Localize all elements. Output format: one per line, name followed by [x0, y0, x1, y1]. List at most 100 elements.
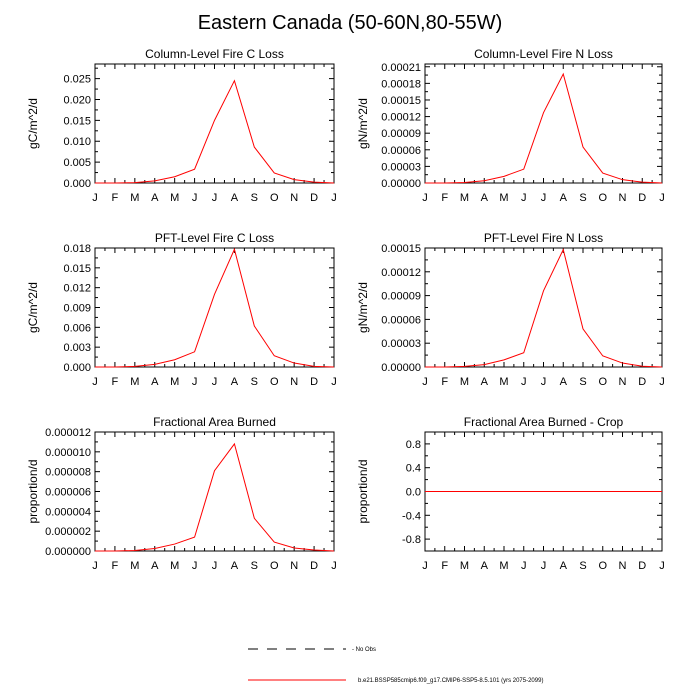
x-tick-label: J: [192, 560, 198, 572]
plot-frame: [94, 247, 335, 368]
y-tick-label: 0.00009: [381, 291, 421, 303]
y-tick-label: 0.00006: [381, 314, 421, 326]
y-axis-label: gN/m^2/d: [356, 98, 370, 149]
x-tick-label: M: [130, 192, 139, 204]
x-tick-label: J: [422, 376, 428, 388]
x-tick-label: M: [460, 192, 469, 204]
x-tick-label: J: [659, 192, 665, 204]
panel-6: Fractional Area Burned - Crop proportion/…: [356, 415, 665, 572]
x-tick-label: J: [331, 560, 337, 572]
y-tick-label: 0.00012: [381, 267, 421, 279]
x-tick-label: O: [598, 376, 607, 388]
x-tick-label: J: [92, 376, 98, 388]
x-tick-label: J: [331, 192, 337, 204]
x-tick-label: D: [310, 192, 318, 204]
y-tick-label: 0.012: [63, 283, 91, 295]
panel-title: Column-Level Fire N Loss: [474, 47, 613, 61]
x-tick-label: M: [499, 560, 508, 572]
x-tick-label: N: [290, 376, 298, 388]
y-tick-label: 0.009: [63, 303, 91, 315]
x-tick-label: M: [460, 376, 469, 388]
x-tick-label: N: [619, 560, 627, 572]
x-tick-label: O: [598, 560, 607, 572]
y-tick-label: 0.000002: [45, 526, 91, 538]
y-tick-label: 0.00012: [381, 112, 421, 124]
legend-label: b.e21.BSSP585cmip6.f09_g17.CMIP6-SSP5-8.…: [358, 678, 543, 684]
x-tick-label: J: [521, 560, 527, 572]
x-tick-label: S: [251, 376, 258, 388]
y-tick-label: 0.00015: [381, 243, 421, 255]
x-tick-label: J: [521, 192, 527, 204]
x-tick-label: D: [310, 560, 318, 572]
y-axis-label: proportion/d: [26, 459, 40, 523]
x-tick-label: J: [212, 376, 218, 388]
x-tick-label: J: [422, 192, 428, 204]
x-tick-label: J: [541, 560, 547, 572]
series-line: [425, 72, 663, 184]
y-tick-label: 0.000012: [45, 427, 91, 439]
y-tick-label: -0.4: [402, 510, 421, 522]
y-tick-label: 0.015: [63, 263, 91, 275]
plot-frame: [94, 431, 335, 552]
x-tick-label: J: [422, 560, 428, 572]
y-axis-label: gC/m^2/d: [26, 98, 40, 149]
y-tick-label: 0.025: [63, 74, 91, 86]
figure-title: Eastern Canada (50-60N,80-55W): [197, 12, 503, 34]
x-tick-label: J: [541, 192, 547, 204]
x-tick-label: D: [638, 192, 646, 204]
x-tick-label: A: [481, 192, 489, 204]
x-tick-label: O: [270, 560, 279, 572]
panel-title: PFT-Level Fire N Loss: [484, 231, 603, 245]
y-tick-label: 0.00015: [381, 95, 421, 107]
x-tick-label: S: [579, 560, 586, 572]
y-tick-label: 0.8: [406, 439, 421, 451]
x-tick-label: A: [231, 192, 239, 204]
x-tick-label: A: [231, 560, 239, 572]
y-tick-label: 0.018: [63, 243, 91, 255]
y-tick-label: 0.00006: [381, 145, 421, 157]
y-tick-label: 0.006: [63, 322, 91, 334]
x-tick-label: M: [130, 560, 139, 572]
y-axis-label: gN/m^2/d: [356, 282, 370, 333]
x-tick-label: O: [270, 192, 279, 204]
y-tick-label: 0.0: [406, 487, 421, 499]
x-tick-label: J: [659, 376, 665, 388]
x-tick-label: M: [499, 192, 508, 204]
x-tick-label: J: [212, 560, 218, 572]
x-tick-label: N: [619, 376, 627, 388]
x-tick-label: N: [290, 192, 298, 204]
series-line: [95, 442, 335, 552]
y-tick-label: 0.00000: [381, 178, 421, 190]
x-tick-label: S: [251, 560, 258, 572]
x-tick-label: A: [231, 376, 239, 388]
x-tick-label: M: [170, 560, 179, 572]
x-tick-label: J: [521, 376, 527, 388]
x-tick-label: O: [270, 376, 279, 388]
x-tick-label: A: [151, 376, 159, 388]
x-tick-label: A: [151, 560, 159, 572]
x-tick-label: J: [192, 192, 198, 204]
series-line: [95, 79, 335, 184]
plot-frame: [424, 63, 663, 184]
x-tick-label: M: [130, 376, 139, 388]
x-tick-label: F: [112, 376, 119, 388]
panel-title: PFT-Level Fire C Loss: [155, 231, 274, 245]
x-tick-label: F: [441, 192, 448, 204]
x-tick-label: F: [441, 376, 448, 388]
series-line: [425, 248, 663, 368]
y-tick-label: 0.000: [63, 178, 91, 190]
x-tick-label: J: [192, 376, 198, 388]
x-tick-label: A: [481, 376, 489, 388]
y-tick-label: 0.000: [63, 362, 91, 374]
y-tick-label: 0.000004: [45, 506, 91, 518]
panel-title: Fractional Area Burned - Crop: [464, 415, 624, 429]
x-tick-label: F: [112, 192, 119, 204]
y-tick-label: 0.000008: [45, 467, 91, 479]
x-tick-label: A: [560, 560, 568, 572]
y-tick-label: 0.000000: [45, 546, 91, 558]
x-tick-label: M: [460, 560, 469, 572]
